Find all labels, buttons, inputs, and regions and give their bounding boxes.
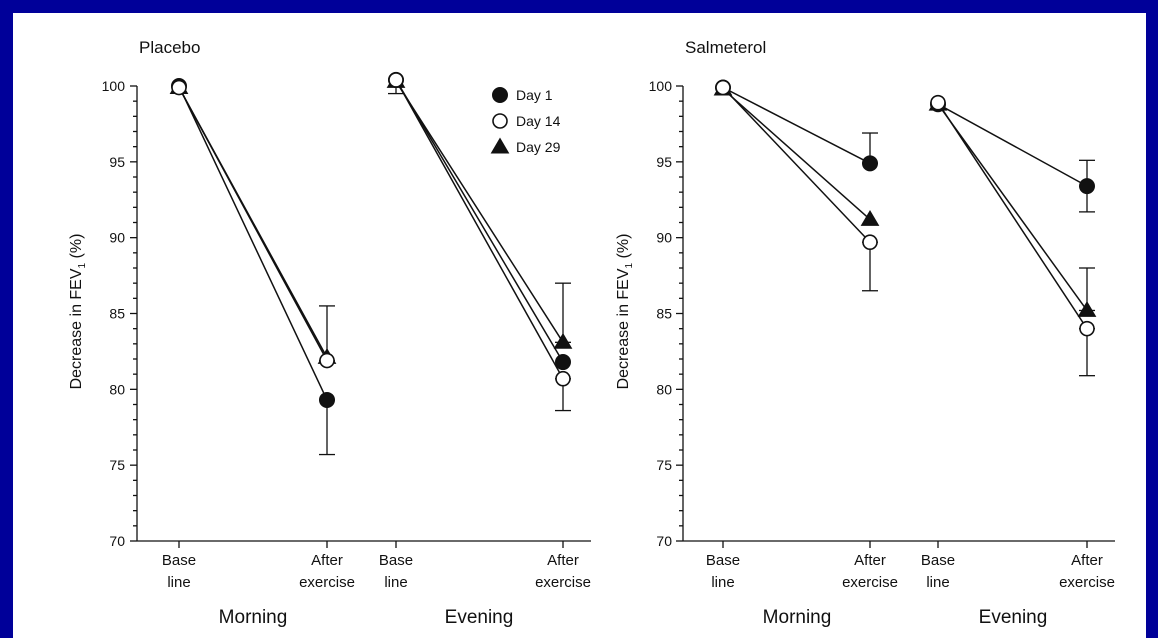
legend-marker: [492, 113, 508, 129]
data-point: [930, 94, 946, 111]
y-axis-label-text: Decrease in FEV: [68, 268, 85, 389]
data-point: [319, 352, 335, 369]
y-axis-label-text: Decrease in FEV: [615, 268, 632, 389]
figure-panel: Placebo 70 75 80 85 90 95 100 Decrease in FEV1 (…: [13, 13, 1146, 638]
series-line: [722, 88, 871, 221]
series-line: [937, 102, 1088, 330]
x-tick-label: After: [1071, 552, 1103, 569]
series-line: [395, 79, 564, 363]
x-tick-label: exercise: [1059, 574, 1115, 591]
panel-title: Placebo: [139, 38, 200, 57]
data-point: [555, 354, 571, 371]
x-tick-label: After: [311, 552, 343, 569]
series-line: [722, 86, 871, 165]
y-tick-label: 90: [656, 230, 672, 246]
series-line: [937, 103, 1088, 187]
series-line: [178, 85, 328, 401]
y-tick-label: 80: [656, 381, 672, 397]
x-tick-label: exercise: [842, 574, 898, 591]
series-line: [937, 103, 1088, 311]
y-axis-label-suffix: (%): [68, 234, 85, 263]
group-label: Evening: [979, 607, 1048, 628]
panel-title: Salmeterol: [685, 38, 766, 57]
data-point: [862, 155, 878, 172]
y-tick-label: 100: [102, 78, 126, 94]
y-axis-label-subscript: 1: [77, 262, 88, 268]
series-line: [395, 79, 564, 380]
x-tick-label: After: [854, 552, 886, 569]
x-tick-label: line: [926, 574, 949, 591]
data-point: [171, 79, 187, 96]
y-tick-label: 95: [109, 154, 125, 170]
group-label: Evening: [445, 607, 514, 628]
data-point: [388, 72, 404, 88]
legend-marker: [492, 87, 508, 103]
y-tick-label: 100: [649, 78, 673, 94]
y-tick-label: 75: [656, 457, 672, 473]
legend-label: Day 1: [516, 87, 553, 103]
y-tick-label: 70: [656, 533, 672, 549]
x-tick-label: Base: [706, 552, 740, 569]
x-tick-label: Base: [162, 552, 196, 569]
y-axis-label-subscript: 1: [624, 262, 635, 268]
x-tick-label: line: [384, 574, 407, 591]
group-label: Morning: [763, 607, 832, 628]
y-tick-label: 95: [656, 154, 672, 170]
x-tick-label: exercise: [535, 574, 591, 591]
y-tick-label: 80: [109, 381, 125, 397]
y-axis-label: Decrease in FEV1 (%): [615, 234, 635, 390]
data-point: [319, 391, 335, 408]
series-line: [395, 81, 564, 343]
x-tick-label: line: [711, 574, 734, 591]
data-point: [1077, 300, 1097, 317]
data-point: [860, 209, 880, 226]
data-point: [715, 79, 731, 96]
group-label: Morning: [219, 607, 288, 628]
x-tick-label: exercise: [299, 574, 355, 591]
x-tick-label: Base: [921, 552, 955, 569]
legend-marker: [490, 137, 510, 154]
y-tick-label: 85: [656, 306, 672, 322]
y-axis-label-suffix: (%): [615, 234, 632, 263]
data-point: [862, 234, 878, 251]
data-point: [1079, 320, 1095, 337]
legend-label: Day 14: [516, 113, 561, 129]
data-point: [553, 332, 573, 349]
x-tick-label: line: [167, 574, 190, 591]
y-tick-label: 70: [109, 533, 125, 549]
data-point: [555, 370, 571, 387]
y-axis-label: Decrease in FEV1 (%): [68, 234, 88, 390]
legend-label: Day 29: [516, 139, 561, 155]
y-tick-label: 75: [109, 457, 125, 473]
y-tick-label: 90: [109, 230, 125, 246]
series-line: [722, 87, 871, 243]
data-point: [1079, 178, 1095, 195]
x-tick-label: After: [547, 552, 579, 569]
x-tick-label: Base: [379, 552, 413, 569]
series-line: [178, 87, 328, 358]
y-tick-label: 85: [109, 306, 125, 322]
